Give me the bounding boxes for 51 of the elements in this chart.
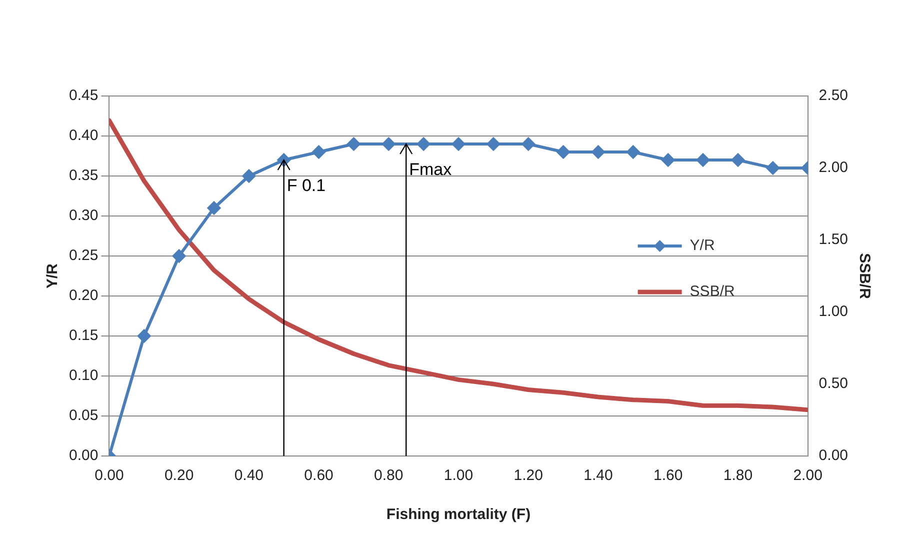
point [696, 154, 710, 166]
point [172, 250, 186, 262]
y2-tick-label: 2.50 [818, 87, 848, 104]
y-tick-label: 0.05 [68, 407, 98, 424]
ref-line-label: F 0.1 [286, 176, 326, 196]
x-tick-label: 1.00 [444, 467, 474, 484]
y2-tick-label: 0.50 [818, 375, 848, 392]
x-tick-label: 1.60 [653, 467, 683, 484]
x-axis-title: Fishing mortality (F) [386, 506, 531, 524]
point [522, 138, 535, 150]
point [731, 154, 744, 166]
point [626, 146, 640, 158]
point [662, 154, 675, 166]
y-tick-label: 0.45 [68, 87, 98, 104]
y-tick-label: 0.20 [68, 287, 98, 304]
point [242, 170, 256, 182]
point [486, 138, 500, 150]
y-tick-label: 0.10 [68, 367, 98, 384]
y2-axis-title: SSB/R [856, 253, 873, 300]
point [312, 146, 326, 158]
point [138, 330, 151, 342]
y-tick-label: 0.40 [68, 127, 98, 144]
y-tick-label: 0.00 [68, 447, 98, 464]
y2-tick-label: 1.50 [818, 231, 848, 248]
y-tick-label: 0.25 [68, 247, 98, 264]
point [556, 146, 570, 158]
x-tick-label: 2.00 [793, 467, 822, 484]
point [382, 138, 396, 150]
y-tick-label: 0.30 [68, 207, 98, 224]
x-tick-label: 1.40 [584, 467, 613, 484]
legend-label: Y/R [690, 237, 715, 254]
point [452, 138, 465, 150]
x-tick-label: 0.60 [304, 467, 334, 484]
x-tick-label: 0.40 [234, 467, 264, 484]
y-tick-label: 0.15 [68, 327, 98, 344]
x-tick-label: 1.20 [514, 467, 543, 484]
point [207, 202, 220, 214]
y2-tick-label: 1.00 [818, 303, 848, 320]
ref-line-label: Fmax [409, 160, 452, 180]
point [766, 162, 780, 174]
y2-tick-label: 0.00 [818, 447, 848, 464]
x-tick-label: 0.20 [164, 467, 194, 484]
x-tick-label: 0.80 [374, 467, 404, 484]
point [592, 146, 605, 158]
point [417, 138, 430, 150]
y2-tick-label: 2.00 [818, 159, 848, 176]
x-tick-label: 0.00 [94, 467, 124, 484]
point [347, 138, 360, 150]
y-axis-title: Y/R [44, 263, 62, 289]
y-tick-label: 0.35 [68, 167, 98, 184]
x-tick-label: 1.80 [723, 467, 753, 484]
